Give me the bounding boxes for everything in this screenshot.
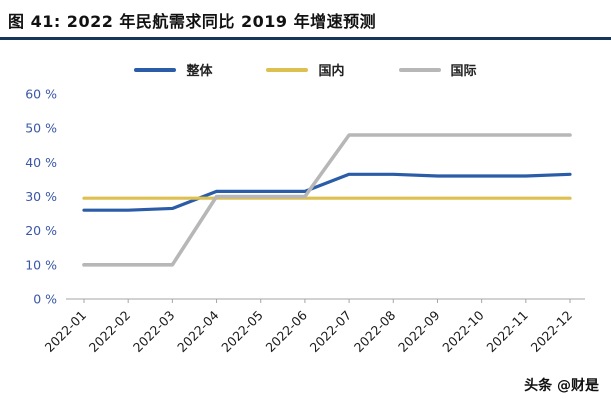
legend-item-0: 整体 xyxy=(134,60,212,79)
y-tick-label: 30 % xyxy=(25,189,57,204)
legend-label-1: 国内 xyxy=(318,64,345,79)
x-tick-label: 2022-01 xyxy=(42,308,90,356)
y-tick-label: 40 % xyxy=(25,155,57,170)
watermark: 头条 @财是 xyxy=(524,378,599,394)
legend-swatch-0 xyxy=(134,67,177,72)
x-tick-label: 2022-11 xyxy=(483,308,531,356)
y-tick-label: 50 % xyxy=(25,121,57,136)
x-tick-label: 2022-06 xyxy=(262,307,310,355)
y-tick-label: 0 % xyxy=(33,292,57,307)
y-tick-label: 20 % xyxy=(25,223,57,238)
x-tick-label: 2022-09 xyxy=(395,307,443,355)
x-tick-label: 2022-02 xyxy=(86,308,134,356)
y-tick-label: 10 % xyxy=(25,257,57,272)
legend-swatch-2 xyxy=(398,67,441,72)
x-tick-label: 2022-07 xyxy=(307,308,355,356)
legend-label-0: 整体 xyxy=(186,64,213,79)
x-tick-label: 2022-03 xyxy=(130,308,178,356)
line-chart: 0 %10 %20 %30 %40 %50 %60 %2022-012022-0… xyxy=(25,87,585,356)
x-tick-label: 2022-04 xyxy=(174,307,222,355)
series-line-0 xyxy=(82,172,572,212)
x-tick-label: 2022-10 xyxy=(439,307,487,355)
x-tick-label: 2022-12 xyxy=(528,308,576,356)
legend-label-2: 国际 xyxy=(450,64,477,79)
legend-item-1: 国内 xyxy=(266,60,345,79)
y-tick-label: 60 % xyxy=(25,87,57,102)
figure-title: 图 41: 2022 年民航需求同比 2019 年增速预测 xyxy=(8,12,377,31)
x-tick-label: 2022-08 xyxy=(351,307,399,355)
title-underline xyxy=(0,37,611,40)
legend-swatch-1 xyxy=(266,67,309,72)
x-tick-label: 2022-05 xyxy=(218,308,266,356)
legend-item-2: 国际 xyxy=(398,60,477,79)
series-line-2 xyxy=(82,133,572,267)
chart-legend: 整体 国内 国际 xyxy=(0,60,611,79)
